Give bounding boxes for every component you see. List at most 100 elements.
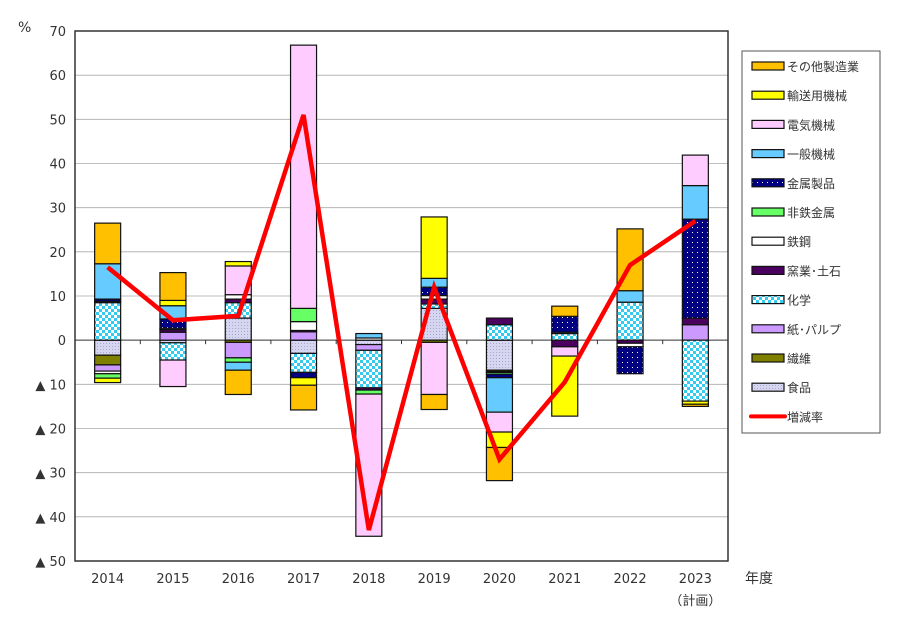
legend-label: その他製造業 xyxy=(787,60,859,74)
legend-swatch xyxy=(752,150,784,158)
legend-swatch xyxy=(752,208,784,216)
legend-swatch xyxy=(752,296,784,304)
legend-label: 鉄鋼 xyxy=(787,234,811,249)
bar-segment xyxy=(160,360,186,387)
bar-segment xyxy=(356,350,382,388)
bar-segment xyxy=(225,370,251,394)
y-tick-label: ▲ 20 xyxy=(35,423,66,438)
bar-segment xyxy=(95,223,121,264)
x-tick-label: 2015 xyxy=(156,572,189,587)
legend-label: 電気機械 xyxy=(787,117,835,132)
bar-segment xyxy=(225,295,251,299)
legend-label: 食品 xyxy=(787,380,811,395)
bar-segment xyxy=(552,306,578,316)
bar-segment xyxy=(617,291,643,302)
legend-swatch xyxy=(752,120,784,128)
legend-swatch xyxy=(752,383,784,391)
y-tick-label: ▲ 10 xyxy=(35,378,66,393)
y-tick-label: ▲ 30 xyxy=(35,467,66,482)
bar-segment xyxy=(225,262,251,266)
x-tick-label: 2019 xyxy=(418,572,451,587)
bar-segment xyxy=(486,378,512,412)
bar-segment xyxy=(225,342,251,357)
bar-segment xyxy=(682,325,708,340)
bar-segment xyxy=(617,302,643,340)
y-tick-label: ▲ 40 xyxy=(35,511,66,526)
bar-segment xyxy=(356,334,382,338)
legend-swatch xyxy=(752,62,784,70)
bar-segment xyxy=(552,316,578,332)
bar-segment xyxy=(421,394,447,409)
bar-segment xyxy=(225,362,251,370)
bar-segment xyxy=(617,347,643,374)
y-tick-label: 10 xyxy=(49,290,66,305)
x-tick-label: 2016 xyxy=(222,572,255,587)
bar-segment xyxy=(291,332,317,340)
bar-segment xyxy=(95,365,121,371)
bar-segment xyxy=(291,308,317,321)
bar-segment xyxy=(291,378,317,386)
bar-segment xyxy=(291,353,317,372)
bar-segment xyxy=(95,303,121,341)
x-unit-label: 年度 xyxy=(745,571,773,587)
bar-segment xyxy=(486,340,512,370)
bar-segment xyxy=(552,347,578,356)
bar-segment xyxy=(95,378,121,382)
y-tick-label: 0 xyxy=(58,334,66,349)
legend-label: 窯業･土石 xyxy=(787,263,841,278)
bar-segment xyxy=(225,318,251,340)
bar-segment xyxy=(95,355,121,365)
bar-segment xyxy=(291,322,317,331)
bar-segment xyxy=(356,345,382,351)
legend-swatch xyxy=(752,237,784,245)
legend-label: 金属製品 xyxy=(787,176,835,191)
bar-segment xyxy=(421,217,447,278)
bar-segment xyxy=(486,412,512,432)
x-tick-label: 2021 xyxy=(548,572,581,587)
bar-segment xyxy=(486,447,512,480)
legend-label: 増減率 xyxy=(787,409,823,424)
legend-label: 化学 xyxy=(787,293,811,308)
legend-label: 非鉄金属 xyxy=(787,205,835,220)
bar-segment xyxy=(486,318,512,325)
legend-swatch xyxy=(752,91,784,99)
bar-segment xyxy=(291,385,317,410)
legend-swatch xyxy=(752,266,784,274)
x-tick-label: 2018 xyxy=(352,572,385,587)
x-tick-label: 2020 xyxy=(483,572,516,587)
y-tick-label: ▲ 50 xyxy=(35,555,66,570)
bar-segment xyxy=(552,340,578,347)
bar-segment xyxy=(421,342,447,394)
bar-segment xyxy=(95,340,121,355)
bar-segment xyxy=(552,334,578,341)
bar-segment xyxy=(682,155,708,185)
bar-segment xyxy=(95,374,121,378)
legend-swatch xyxy=(752,354,784,362)
bar-segment xyxy=(682,404,708,406)
x-tick-label: 2014 xyxy=(91,572,124,587)
y-tick-label: 30 xyxy=(49,202,66,217)
x-tick-label: 2023 xyxy=(679,572,712,587)
y-tick-label: 50 xyxy=(49,113,66,128)
legend: その他製造業輸送用機械電気機械一般機械金属製品非鉄金属鉄鋼窯業･土石化学紙･パル… xyxy=(742,51,880,433)
legend-label: 一般機械 xyxy=(787,147,835,162)
bar-segment xyxy=(225,358,251,362)
legend-label: 繊維 xyxy=(787,352,811,366)
bar-segment xyxy=(291,340,317,353)
bar-segment xyxy=(160,273,186,301)
bar-segment xyxy=(682,340,708,401)
y-tick-label: 60 xyxy=(49,69,66,84)
bar-segment xyxy=(486,325,512,340)
y-unit-label: % xyxy=(18,20,31,36)
legend-label: 輸送用機械 xyxy=(787,88,847,103)
bar-segment xyxy=(421,299,447,304)
bar-segment xyxy=(291,372,317,377)
y-tick-label: 40 xyxy=(49,158,66,173)
x-tick-sublabel: （計画） xyxy=(669,593,721,609)
legend-swatch xyxy=(752,325,784,333)
bar-segment xyxy=(682,186,708,220)
bar-segment xyxy=(682,318,708,325)
legend-label: 紙･パルプ xyxy=(787,322,841,337)
legend-swatch xyxy=(752,179,784,187)
